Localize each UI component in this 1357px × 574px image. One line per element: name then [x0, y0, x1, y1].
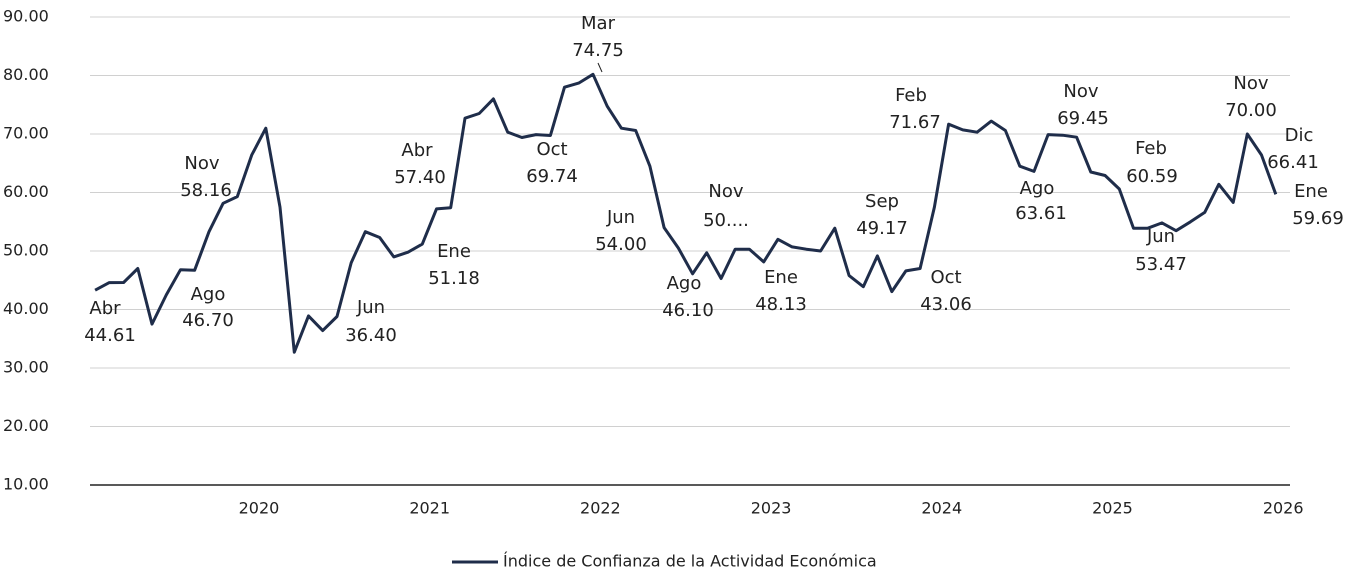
- x-tick-label: 2025: [1092, 499, 1133, 518]
- annotation-month: Ago: [1020, 178, 1055, 199]
- annotation-month: Feb: [895, 85, 927, 106]
- annotation-month: Ene: [1294, 181, 1328, 202]
- annotation-month: Nov: [1063, 81, 1098, 102]
- x-tick-label: 2020: [239, 499, 280, 518]
- y-tick-label: 30.00: [3, 358, 49, 377]
- x-tick-label: 2026: [1263, 499, 1304, 518]
- y-tick-label: 40.00: [3, 299, 49, 318]
- data-label: 46.70: [182, 310, 234, 331]
- data-line: [94, 72, 1278, 354]
- annotation-leader: [597, 62, 603, 73]
- y-tick-label: 70.00: [3, 124, 49, 143]
- annotation-month: Feb: [1135, 138, 1167, 159]
- data-label: 71.67: [889, 112, 941, 133]
- x-tick-label: 2024: [921, 499, 962, 518]
- data-label: 44.61: [84, 325, 136, 346]
- data-label: 66.41: [1267, 152, 1319, 173]
- x-tick-label: 2021: [409, 499, 450, 518]
- y-tick-label: 60.00: [3, 182, 49, 201]
- annotation-month: Mar: [581, 13, 616, 34]
- data-label: 43.06: [920, 294, 972, 315]
- data-label: 54.00: [595, 234, 647, 255]
- data-label: 63.61: [1015, 203, 1067, 224]
- annotation-month: Oct: [536, 139, 567, 160]
- data-label: 46.10: [662, 300, 714, 321]
- annotation-month: Ene: [437, 241, 471, 262]
- annotation-month: Sep: [865, 191, 899, 212]
- annotation-month: Ago: [191, 284, 226, 305]
- y-tick-label: 20.00: [3, 416, 49, 435]
- data-label: 49.17: [856, 218, 908, 239]
- annotation-month: Abr: [401, 140, 433, 161]
- x-tick-label: 2022: [580, 499, 621, 518]
- y-tick-label: 90.00: [3, 7, 49, 26]
- annotation-month: Abr: [89, 298, 121, 319]
- data-label: 60.59: [1126, 166, 1178, 187]
- annotation-month: Nov: [1233, 73, 1268, 94]
- annotation-month: Dic: [1285, 125, 1314, 146]
- annotation-month: Ene: [764, 267, 798, 288]
- annotation-month: Nov: [708, 181, 743, 202]
- y-tick-label: 50.00: [3, 241, 49, 260]
- data-label: 59.69: [1292, 208, 1344, 229]
- x-tick-label: 2023: [751, 499, 792, 518]
- data-label: 58.16: [180, 180, 232, 201]
- data-label: 53.47: [1135, 254, 1187, 275]
- y-tick-label: 10.00: [3, 475, 49, 494]
- data-label: 36.40: [345, 325, 397, 346]
- data-label: 57.40: [394, 167, 446, 188]
- data-label: 50....: [703, 210, 749, 231]
- data-label: 74.75: [572, 40, 624, 61]
- annotation-month: Jun: [606, 207, 635, 228]
- annotation-month: Jun: [356, 297, 385, 318]
- y-tick-label: 80.00: [3, 65, 49, 84]
- data-label: 48.13: [755, 294, 807, 315]
- legend-label: Índice de Confianza de la Actividad Econ…: [503, 552, 877, 571]
- annotation-month: Ago: [667, 273, 702, 294]
- data-label: 70.00: [1225, 100, 1277, 121]
- data-label: 69.74: [526, 166, 578, 187]
- data-label: 51.18: [428, 268, 480, 289]
- annotation-month: Nov: [184, 153, 219, 174]
- annotation-month: Jun: [1146, 226, 1175, 247]
- data-label: 69.45: [1057, 108, 1109, 129]
- annotation-month: Oct: [930, 267, 961, 288]
